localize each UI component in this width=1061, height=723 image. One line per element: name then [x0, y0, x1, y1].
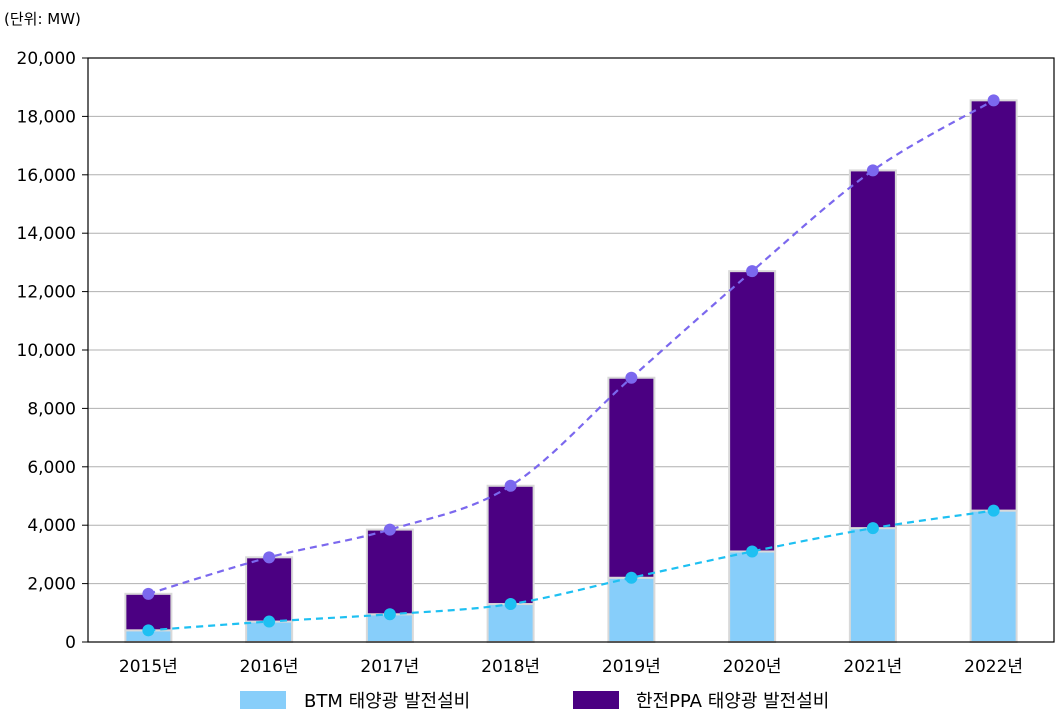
- btm-point: [987, 504, 1000, 517]
- btm-point: [263, 615, 276, 628]
- total-trend-line: [148, 99, 995, 595]
- x-tick-label: 2021년: [843, 657, 902, 677]
- bar-btm: [848, 527, 897, 643]
- btm-point: [746, 545, 759, 558]
- x-tick-label: 2022년: [964, 657, 1023, 677]
- y-tick-label: 10,000: [17, 341, 76, 361]
- y-tick-label: 12,000: [17, 283, 76, 303]
- y-tick-label: 8,000: [27, 399, 76, 419]
- bar-btm: [969, 509, 1018, 643]
- legend-label-ppa: 한전PPA 태양광 발전설비: [636, 691, 829, 712]
- y-tick-label: 14,000: [17, 224, 76, 244]
- trend-lines: [142, 94, 1000, 637]
- bar-ppa: [848, 169, 897, 530]
- bar-ppa: [969, 99, 1018, 512]
- y-axis: 0 2,000 4,000 6,000 8,000 10,000 12,000 14,000 1…: [17, 49, 88, 653]
- legend-label-btm: BTM 태양광 발전설비: [304, 691, 470, 712]
- total-point: [746, 265, 759, 278]
- total-point: [263, 551, 276, 564]
- total-point: [142, 587, 155, 600]
- bar-ppa: [245, 556, 294, 623]
- bar-btm: [607, 576, 656, 644]
- legend-swatch-ppa: [573, 691, 619, 709]
- bar-ppa: [486, 484, 535, 606]
- total-point: [625, 371, 638, 384]
- unit-label: (단위: MW): [4, 10, 81, 28]
- x-tick-label: 2015년: [119, 657, 178, 677]
- bar-btm: [486, 603, 535, 643]
- legend-swatch-btm: [240, 691, 286, 709]
- bar-ppa: [607, 376, 656, 579]
- x-tick-label: 2020년: [723, 657, 782, 677]
- btm-trend-line: [148, 509, 994, 632]
- x-tick-label: 2016년: [240, 657, 299, 677]
- y-tick-label: 18,000: [17, 107, 76, 127]
- btm-point: [383, 608, 396, 621]
- bar-ppa: [728, 270, 777, 553]
- btm-point: [866, 522, 879, 535]
- total-point: [383, 523, 396, 536]
- y-tick-label: 6,000: [27, 458, 76, 478]
- total-point: [504, 479, 517, 492]
- x-tick-label: 2017년: [360, 657, 419, 677]
- y-tick-label: 0: [65, 633, 76, 653]
- bar-ppa: [365, 528, 414, 616]
- x-tick-label: 2018년: [481, 657, 540, 677]
- y-tick-label: 2,000: [27, 575, 76, 595]
- total-point: [866, 164, 879, 177]
- total-point: [987, 94, 1000, 107]
- y-tick-label: 20,000: [17, 49, 76, 69]
- x-axis: 2015년 2016년 2017년 2018년 2019년 2020년 2021년 2022년: [119, 657, 1023, 677]
- bars: [124, 99, 1018, 644]
- x-tick-label: 2019년: [602, 657, 661, 677]
- legend: BTM 태양광 발전설비 한전PPA 태양광 발전설비: [240, 691, 829, 712]
- btm-point: [504, 598, 517, 611]
- btm-point: [625, 571, 638, 584]
- y-tick-label: 16,000: [17, 166, 76, 186]
- bar-btm: [728, 550, 777, 643]
- btm-point: [142, 624, 155, 637]
- y-tick-label: 4,000: [27, 516, 76, 536]
- gridlines: [88, 115, 1054, 585]
